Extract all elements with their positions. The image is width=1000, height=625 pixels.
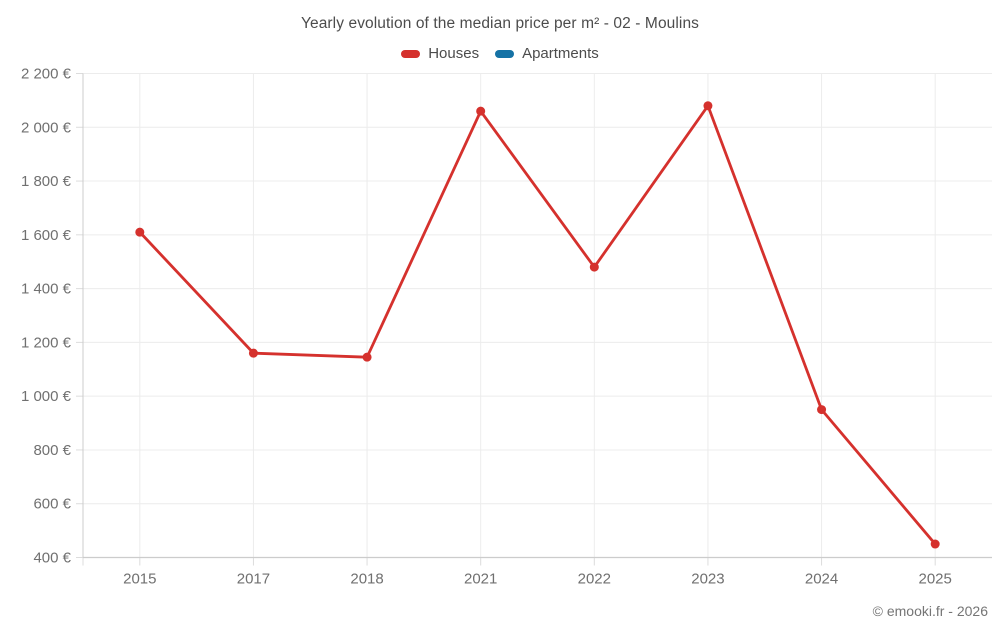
data-point[interactable] (817, 405, 827, 415)
x-tick-label: 2018 (350, 571, 383, 588)
x-tick-label: 2021 (464, 571, 497, 588)
apartments-series-swatch-icon (495, 49, 515, 58)
x-tick-label: 2015 (123, 571, 156, 588)
y-tick-label: 1 000 € (21, 388, 72, 405)
x-tick-label: 2022 (578, 571, 611, 588)
chart-title: Yearly evolution of the median price per… (300, 15, 700, 32)
legend-item-houses[interactable]: Houses (401, 45, 479, 62)
data-point[interactable] (930, 539, 940, 549)
y-tick-label: 1 400 € (21, 281, 72, 298)
data-point[interactable] (589, 262, 599, 272)
y-tick-label: 1 200 € (21, 334, 72, 351)
legend-label-apartments: Apartments (522, 45, 599, 62)
data-point[interactable] (248, 348, 258, 358)
y-tick-label: 600 € (33, 496, 71, 513)
y-tick-label: 1 600 € (21, 227, 72, 244)
data-point[interactable] (476, 106, 486, 116)
data-point[interactable] (362, 352, 372, 362)
y-tick-label: 800 € (33, 442, 71, 459)
houses-series-swatch-icon (401, 49, 421, 58)
x-tick-label: 2017 (237, 571, 270, 588)
y-tick-label: 2 200 € (21, 66, 72, 83)
legend-item-apartments[interactable]: Apartments (495, 45, 599, 62)
data-point[interactable] (135, 227, 145, 237)
data-point[interactable] (703, 101, 713, 111)
copyright-credit: © emooki.fr - 2026 (872, 603, 988, 619)
y-tick-label: 400 € (33, 550, 71, 567)
x-tick-label: 2023 (691, 571, 724, 588)
chart-legend: Houses Apartments (0, 45, 1000, 62)
y-tick-label: 2 000 € (21, 119, 72, 136)
x-tick-label: 2024 (805, 571, 838, 588)
series-line-houses (138, 104, 937, 545)
y-tick-label: 1 800 € (21, 173, 72, 190)
x-tick-label: 2025 (919, 571, 952, 588)
legend-label-houses: Houses (428, 45, 480, 62)
